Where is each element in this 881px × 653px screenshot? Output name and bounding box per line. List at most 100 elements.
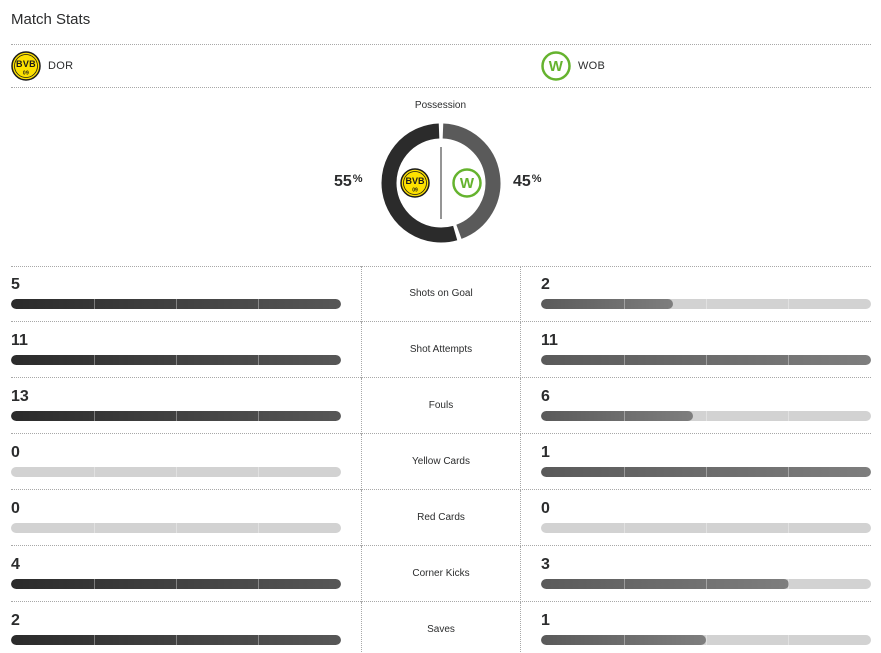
wolfsburg-crest-icon: W xyxy=(541,51,571,81)
stat-home-value: 4 xyxy=(11,556,20,573)
stat-home-value: 11 xyxy=(11,332,28,349)
page-title: Match Stats xyxy=(11,11,91,28)
bar-segment-tick xyxy=(624,411,625,421)
bar-segment-tick xyxy=(624,523,625,533)
bar-segment-tick xyxy=(176,635,177,645)
bar-segment-tick xyxy=(94,355,95,365)
stat-away-bar-fill xyxy=(541,411,693,421)
bar-segment-tick xyxy=(94,467,95,477)
divider xyxy=(520,378,521,434)
bar-segment-tick xyxy=(624,467,625,477)
bar-segment-tick xyxy=(176,299,177,309)
stat-away-bar-fill xyxy=(541,635,706,645)
bar-segment-tick xyxy=(258,355,259,365)
stat-away-value: 1 xyxy=(541,444,550,461)
bar-segment-tick xyxy=(706,635,707,645)
bar-segment-tick xyxy=(94,523,95,533)
stat-away-bar-fill xyxy=(541,579,789,589)
divider xyxy=(11,266,871,267)
stat-away-value: 2 xyxy=(541,276,550,293)
bar-segment-tick xyxy=(258,579,259,589)
possession-home-number: 55 xyxy=(334,173,352,190)
bar-segment-tick xyxy=(94,635,95,645)
svg-text:09: 09 xyxy=(23,71,29,77)
percent-unit: % xyxy=(352,173,363,185)
divider xyxy=(361,546,362,602)
stat-home-bar xyxy=(11,467,341,477)
divider xyxy=(11,44,871,45)
stat-home-value: 5 xyxy=(11,276,20,293)
stat-home-bar xyxy=(11,299,341,309)
possession-away-value: 45% xyxy=(513,173,542,191)
bvb-crest-icon: BVB 09 xyxy=(400,168,430,198)
stat-row: 11 Shot Attempts 11 xyxy=(11,322,871,378)
stat-home-value: 0 xyxy=(11,500,20,517)
bar-segment-tick xyxy=(706,355,707,365)
team-home-abbr: DOR xyxy=(48,60,74,72)
stat-away-bar xyxy=(541,355,871,365)
svg-text:BVB: BVB xyxy=(405,176,425,186)
possession-home-value: 55% xyxy=(334,173,363,191)
stat-label: Shot Attempts xyxy=(409,344,473,355)
stat-home-bar-fill xyxy=(11,355,341,365)
bar-segment-tick xyxy=(706,411,707,421)
divider xyxy=(361,490,362,546)
stat-label: Corner Kicks xyxy=(412,568,470,579)
bar-segment-tick xyxy=(258,411,259,421)
stat-row: 5 Shots on Goal 2 xyxy=(11,266,871,322)
stat-row: 0 Yellow Cards 1 xyxy=(11,434,871,490)
stat-home-bar xyxy=(11,355,341,365)
stat-home-bar-fill xyxy=(11,411,341,421)
stat-home-value: 13 xyxy=(11,388,29,405)
divider xyxy=(520,490,521,546)
percent-unit: % xyxy=(531,173,542,185)
svg-text:BVB: BVB xyxy=(16,59,36,69)
stat-label: Saves xyxy=(427,624,455,635)
divider xyxy=(11,377,871,378)
divider xyxy=(11,601,871,602)
divider xyxy=(520,602,521,653)
stat-away-bar xyxy=(541,635,871,645)
divider xyxy=(361,434,362,490)
stat-home-bar-fill xyxy=(11,635,341,645)
wolfsburg-crest-icon: W xyxy=(452,168,482,198)
divider xyxy=(520,322,521,378)
stat-home-bar xyxy=(11,579,341,589)
team-away: W WOB xyxy=(541,51,605,81)
stat-away-bar-fill xyxy=(541,355,871,365)
stat-label: Red Cards xyxy=(417,512,465,523)
bar-segment-tick xyxy=(624,635,625,645)
divider xyxy=(520,546,521,602)
divider xyxy=(11,545,871,546)
svg-text:W: W xyxy=(549,58,564,75)
stat-home-value: 2 xyxy=(11,612,20,629)
stat-away-value: 0 xyxy=(541,500,550,517)
possession-away-number: 45 xyxy=(513,173,531,190)
bar-segment-tick xyxy=(788,523,789,533)
bar-segment-tick xyxy=(788,467,789,477)
divider xyxy=(520,266,521,322)
stat-label: Shots on Goal xyxy=(409,288,473,299)
bar-segment-tick xyxy=(788,411,789,421)
stat-label: Yellow Cards xyxy=(412,456,470,467)
divider xyxy=(361,266,362,322)
possession-label: Possession xyxy=(414,100,467,111)
bar-segment-tick xyxy=(258,523,259,533)
divider xyxy=(11,433,871,434)
svg-text:W: W xyxy=(460,175,475,192)
stat-home-bar xyxy=(11,411,341,421)
stat-home-bar-fill xyxy=(11,579,341,589)
bar-segment-tick xyxy=(94,299,95,309)
stat-home-bar xyxy=(11,523,341,533)
stat-away-bar-fill xyxy=(541,467,871,477)
bar-segment-tick xyxy=(624,299,625,309)
stat-away-value: 11 xyxy=(541,332,558,349)
bar-segment-tick xyxy=(176,579,177,589)
stat-away-value: 3 xyxy=(541,556,550,573)
bar-segment-tick xyxy=(258,635,259,645)
bar-segment-tick xyxy=(176,467,177,477)
stat-away-bar xyxy=(541,467,871,477)
stat-row: 2 Saves 1 xyxy=(11,602,871,653)
divider xyxy=(361,602,362,653)
bar-segment-tick xyxy=(176,411,177,421)
